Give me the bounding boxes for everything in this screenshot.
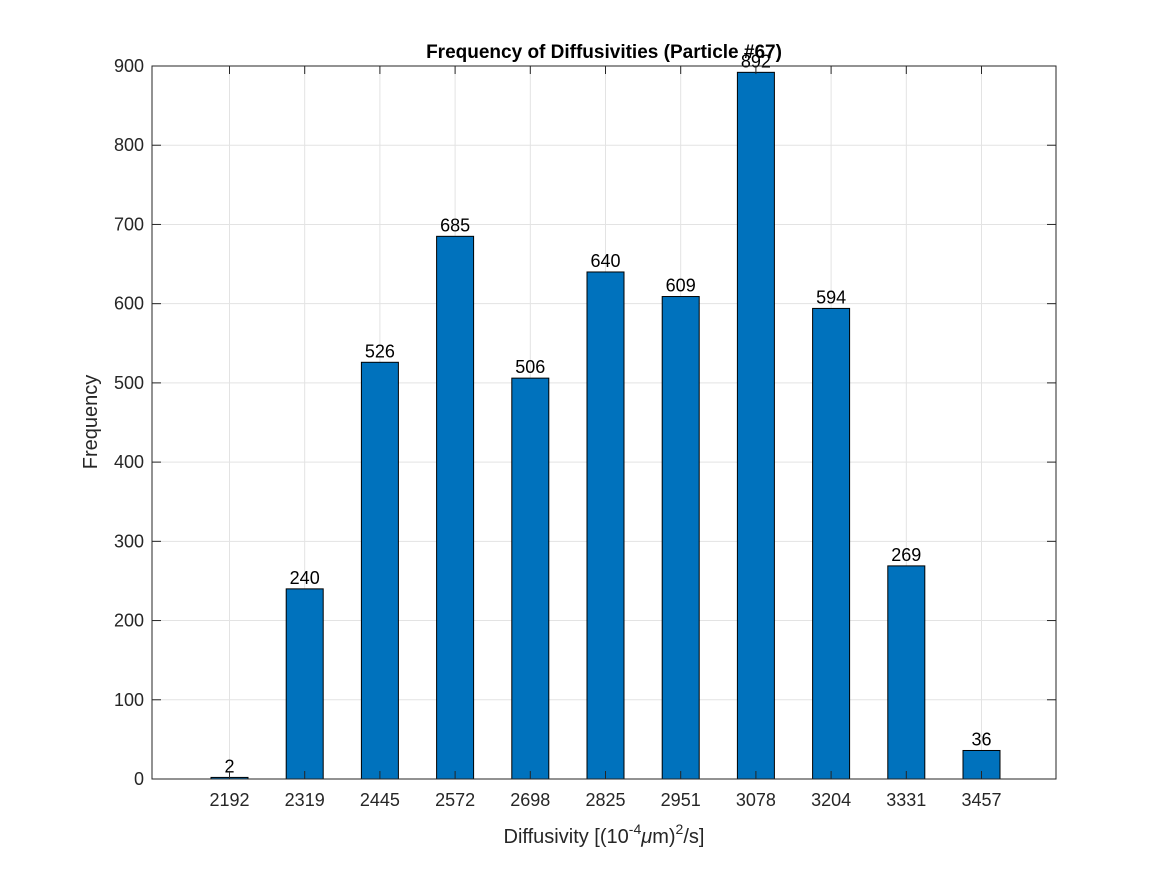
- x-tick-label-2319: 2319: [285, 790, 325, 810]
- y-tick-label-600: 600: [114, 294, 144, 314]
- data-label-3204: 594: [816, 287, 846, 307]
- y-tick-label-800: 800: [114, 135, 144, 155]
- bar-2825: [587, 272, 624, 779]
- y-tick-label-300: 300: [114, 531, 144, 551]
- x-axis-title-prefix: Diffusivity [(10: [504, 826, 629, 848]
- x-tick-label-2825: 2825: [585, 790, 625, 810]
- x-tick-label-2445: 2445: [360, 790, 400, 810]
- y-axis-title: Frequency: [80, 375, 102, 470]
- x-tick-label-2951: 2951: [661, 790, 701, 810]
- x-axis-title-mu: μ: [640, 826, 652, 848]
- data-label-2951: 609: [666, 276, 696, 296]
- y-tick-label-100: 100: [114, 690, 144, 710]
- x-axis-title-middle: m): [652, 826, 675, 848]
- data-label-2445: 526: [365, 341, 395, 361]
- y-tick-label-500: 500: [114, 373, 144, 393]
- data-label-2825: 640: [590, 251, 620, 271]
- bar-2319: [286, 589, 323, 779]
- bar-2445: [361, 362, 398, 779]
- y-tick-label-200: 200: [114, 611, 144, 631]
- data-label-2572: 685: [440, 215, 470, 235]
- y-tick-label-700: 700: [114, 214, 144, 234]
- x-tick-label-2192: 2192: [209, 790, 249, 810]
- x-tick-label-3457: 3457: [961, 790, 1001, 810]
- bar-2951: [662, 297, 699, 779]
- chart-title: Frequency of Diffusivities (Particle #67…: [426, 42, 782, 63]
- x-axis-title-exponent-2: 2: [676, 821, 684, 837]
- y-tick-label-0: 0: [134, 769, 144, 789]
- x-axis-title-exponent-1: -4: [629, 821, 642, 837]
- data-label-3457: 36: [971, 729, 991, 749]
- bar-3204: [813, 308, 850, 779]
- y-tick-label-900: 900: [114, 56, 144, 76]
- x-axis-title-suffix: /s]: [683, 826, 704, 848]
- data-label-3331: 269: [891, 545, 921, 565]
- bar-3331: [888, 566, 925, 779]
- x-tick-label-3078: 3078: [736, 790, 776, 810]
- bar-2572: [437, 236, 474, 779]
- y-tick-label-400: 400: [114, 452, 144, 472]
- x-tick-label-3204: 3204: [811, 790, 851, 810]
- data-label-2319: 240: [290, 568, 320, 588]
- data-label-2698: 506: [515, 357, 545, 377]
- x-tick-label-2698: 2698: [510, 790, 550, 810]
- x-tick-label-2572: 2572: [435, 790, 475, 810]
- bar-3078: [737, 72, 774, 779]
- x-axis-title: Diffusivity [(10-4μm)2/s]: [504, 821, 705, 848]
- bar-2698: [512, 378, 549, 779]
- x-tick-label-3331: 3331: [886, 790, 926, 810]
